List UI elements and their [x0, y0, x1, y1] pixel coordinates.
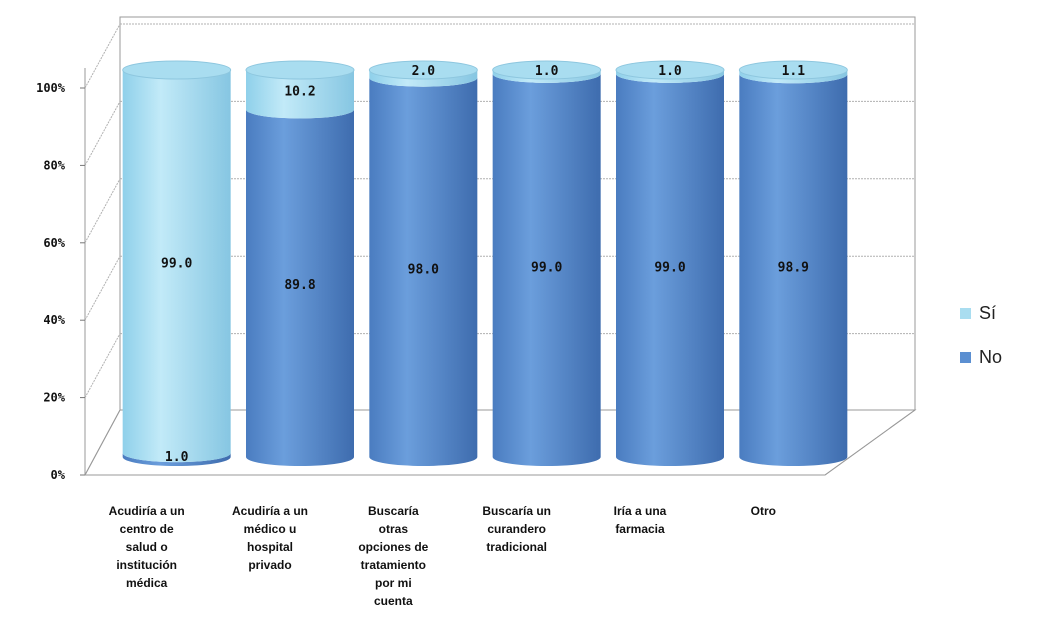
bar-top-cap	[615, 60, 725, 80]
data-label-no: 99.0	[654, 260, 685, 275]
bar-top-cap	[122, 60, 232, 80]
y-tick-label: 0%	[51, 468, 66, 482]
bar-segment-si	[492, 70, 601, 83]
bar-top-cap	[492, 60, 602, 80]
x-category-label: Iría a una farmacia	[614, 504, 667, 536]
legend-item-no: No	[960, 344, 1002, 370]
data-label-si: 2.0	[412, 64, 436, 79]
bar-segment-no	[122, 453, 231, 466]
gridline-side	[84, 101, 121, 166]
data-label-si: 99.0	[161, 257, 192, 272]
bar-top-cap	[368, 60, 478, 80]
bar-segment-si	[369, 70, 478, 87]
x-category-label: Acudiría a un médico u hospital privado	[232, 504, 308, 572]
side-edge-right	[824, 409, 916, 476]
bar-segment-no	[492, 73, 601, 467]
gridline-side	[84, 178, 121, 244]
gridline-side	[84, 255, 121, 321]
data-label-no: 98.0	[408, 262, 439, 277]
data-label-si: 1.0	[658, 64, 682, 79]
y-tick-label: 100%	[36, 81, 66, 95]
data-label-si: 1.0	[535, 64, 559, 79]
bar-segment-si	[739, 70, 848, 84]
bar-segment-no	[246, 109, 354, 466]
x-category-label: Buscaría otras opciones de tratamiento por m…	[358, 504, 428, 608]
data-label-si: 10.2	[284, 85, 315, 100]
legend-label-no: No	[979, 346, 1003, 367]
gridline-side	[84, 333, 121, 398]
x-category-label: Acudiría a un centro de salud o institución…	[109, 504, 185, 590]
legend-swatch-si	[960, 307, 971, 319]
bar-top-cap	[738, 60, 848, 80]
data-label-no: 99.0	[531, 260, 562, 275]
legend: Sí No	[960, 300, 1002, 388]
bar-segment-si	[616, 70, 724, 83]
x-category-label: Buscaría un curandero tradicional	[482, 504, 551, 554]
legend-swatch-no	[960, 351, 971, 363]
bar-top-cap	[245, 60, 355, 80]
bar-segment-no	[616, 73, 724, 467]
data-label-no: 89.8	[284, 278, 315, 293]
side-edge	[84, 409, 121, 476]
y-tick-label: 80%	[43, 158, 65, 172]
x-category-label: Otro	[751, 504, 776, 518]
bar-segment-no	[739, 74, 848, 466]
data-label-si: 1.1	[782, 64, 806, 79]
data-label-no: 1.0	[165, 450, 189, 465]
legend-label-si: Sí	[979, 302, 997, 323]
bar-segment-si	[246, 70, 354, 119]
gridline-side	[84, 23, 121, 89]
y-tick-label: 40%	[43, 313, 65, 327]
data-label-no: 98.9	[778, 261, 809, 276]
y-tick-label: 60%	[43, 236, 65, 250]
bar-segment-no	[369, 77, 478, 466]
y-tick-label: 20%	[43, 391, 65, 405]
bar-segment-si	[122, 70, 231, 463]
legend-item-si: Sí	[960, 300, 1002, 326]
